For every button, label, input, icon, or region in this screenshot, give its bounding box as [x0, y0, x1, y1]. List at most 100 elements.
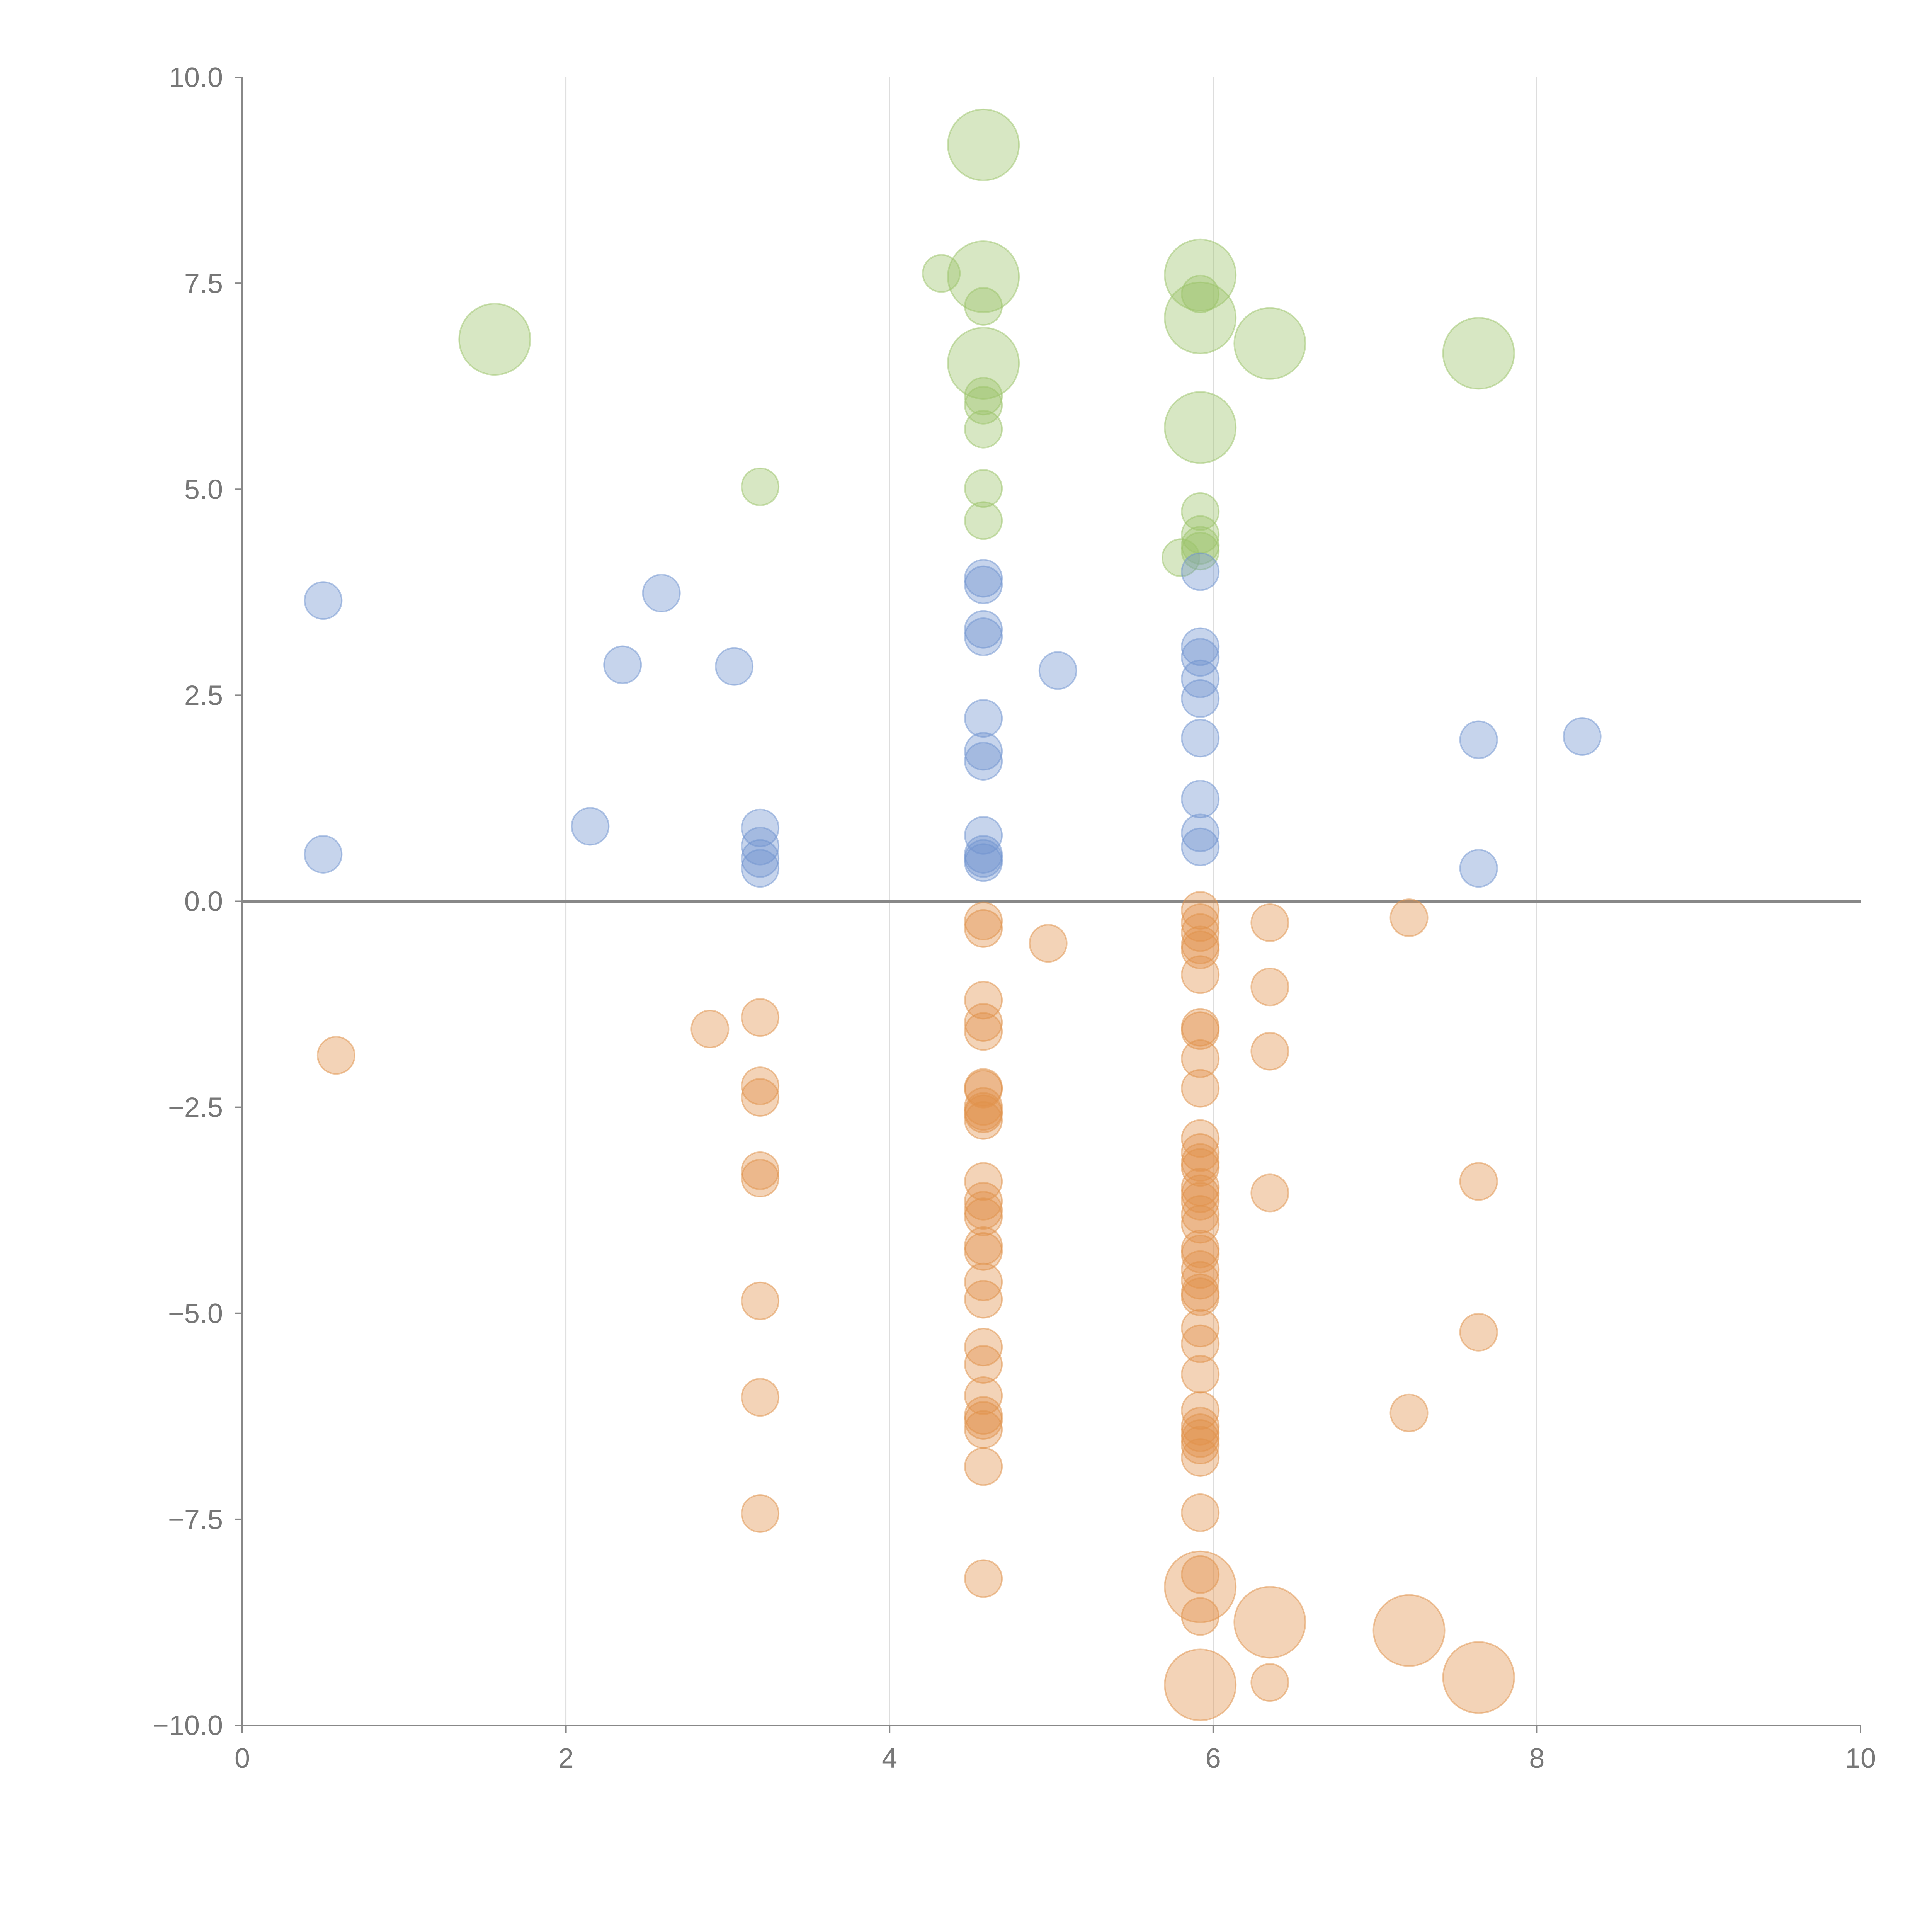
data-point	[1181, 1119, 1220, 1158]
data-point	[947, 327, 1020, 400]
data-point	[1250, 1173, 1289, 1213]
data-point	[1164, 281, 1237, 354]
data-point	[1181, 903, 1220, 942]
data-point	[964, 377, 1003, 416]
data-point	[1389, 898, 1429, 937]
data-point	[964, 732, 1003, 771]
data-point	[1181, 1324, 1220, 1363]
y-tick-label: 0.0	[184, 886, 223, 917]
data-point	[1164, 238, 1237, 311]
data-point	[1181, 1011, 1220, 1050]
data-point	[1181, 780, 1220, 819]
data-point	[964, 1447, 1003, 1486]
data-point	[741, 467, 780, 506]
data-point	[1442, 317, 1515, 390]
data-point	[964, 699, 1003, 738]
data-point	[1181, 1195, 1220, 1234]
data-point	[1181, 679, 1220, 718]
y-tick-label: −10.0	[153, 1710, 223, 1741]
data-point	[741, 849, 780, 888]
data-point	[1181, 1148, 1220, 1187]
y-tick-label: 5.0	[184, 474, 223, 505]
data-point	[1164, 1648, 1237, 1721]
data-point	[1181, 1235, 1220, 1274]
data-point	[964, 1101, 1003, 1140]
data-point	[1181, 891, 1220, 930]
data-point	[1181, 1391, 1220, 1430]
data-point	[741, 1159, 780, 1198]
data-point	[1181, 1277, 1220, 1316]
data-point	[741, 1066, 780, 1105]
x-tick-label: 4	[882, 1743, 897, 1774]
data-point	[1181, 638, 1220, 677]
data-point	[642, 573, 681, 612]
data-point	[1250, 968, 1289, 1007]
data-point	[1181, 1438, 1220, 1477]
data-point	[964, 981, 1003, 1020]
data-points	[304, 108, 1602, 1721]
data-point	[1038, 651, 1077, 690]
data-point	[964, 410, 1003, 449]
x-tick-label: 8	[1529, 1743, 1544, 1774]
data-point	[964, 1280, 1003, 1319]
data-point	[964, 1328, 1003, 1367]
data-point	[964, 1345, 1003, 1384]
x-tick-label: 2	[558, 1743, 574, 1774]
data-point	[964, 469, 1003, 508]
y-tick-label: 10.0	[169, 62, 223, 93]
data-point	[1181, 913, 1220, 952]
data-point	[964, 501, 1003, 540]
data-point	[1181, 1355, 1220, 1394]
data-point	[1164, 1550, 1237, 1623]
data-point	[741, 998, 780, 1037]
data-point	[571, 807, 610, 846]
data-point	[603, 645, 642, 684]
data-point	[964, 1003, 1003, 1042]
data-point	[964, 1262, 1003, 1301]
data-point	[1162, 538, 1201, 577]
data-point	[1181, 813, 1220, 852]
data-point	[1181, 1250, 1220, 1289]
data-point	[964, 1226, 1003, 1265]
data-point	[304, 835, 343, 874]
data-point	[964, 1182, 1003, 1221]
data-point	[964, 565, 1003, 604]
tick-labels: 0 2 4 6 8 10 10.0 7.5 5.0 2.5 0.0 −2.5 −5.0 −7.5 −10.0	[153, 62, 1876, 1774]
data-point	[964, 843, 1003, 882]
data-point	[741, 1378, 780, 1417]
data-point	[1459, 1162, 1498, 1201]
data-point	[1181, 1493, 1220, 1532]
data-point	[1181, 627, 1220, 666]
data-point	[1442, 1641, 1515, 1714]
data-point	[1233, 1586, 1306, 1659]
x-tick-label: 6	[1206, 1743, 1221, 1774]
data-point	[964, 1197, 1003, 1236]
data-point	[715, 647, 754, 686]
data-point	[1250, 1663, 1289, 1702]
data-point	[1181, 492, 1220, 531]
data-point	[1181, 719, 1220, 758]
data-point	[1181, 1309, 1220, 1348]
y-tick-label: 7.5	[184, 268, 223, 299]
data-point	[947, 108, 1020, 181]
data-point	[1029, 924, 1068, 963]
data-point	[1181, 955, 1220, 994]
data-point	[1250, 903, 1289, 942]
data-point	[1250, 1032, 1289, 1071]
data-point	[1164, 391, 1237, 464]
data-point	[741, 1494, 780, 1533]
y-tick-label: −2.5	[168, 1092, 223, 1123]
data-point	[964, 386, 1003, 425]
data-point	[316, 1036, 355, 1075]
data-point	[964, 1232, 1003, 1271]
data-point	[1459, 1313, 1498, 1352]
data-point	[741, 1281, 780, 1320]
data-point	[1372, 1594, 1446, 1667]
data-point	[458, 303, 531, 376]
data-point	[1181, 1555, 1220, 1594]
data-point	[304, 581, 343, 620]
axes	[235, 77, 1861, 1733]
y-tick-label: −7.5	[168, 1504, 223, 1535]
data-point	[1233, 307, 1306, 380]
